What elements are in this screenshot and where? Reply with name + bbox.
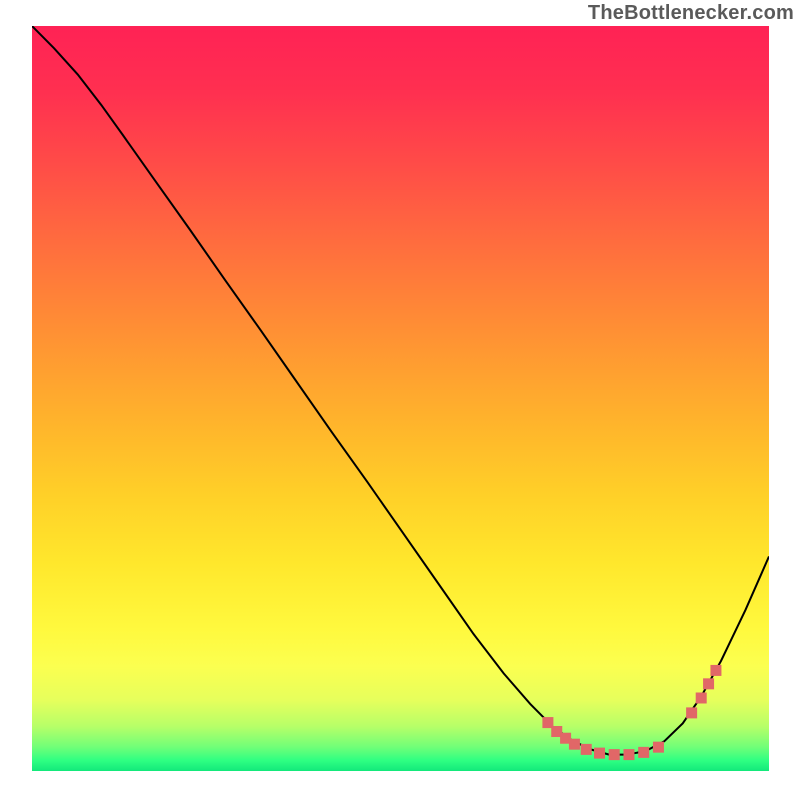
marker bbox=[569, 739, 580, 750]
marker bbox=[623, 749, 634, 760]
marker bbox=[594, 748, 605, 759]
marker bbox=[710, 665, 721, 676]
bottleneck-chart bbox=[32, 26, 769, 771]
marker bbox=[686, 707, 697, 718]
marker bbox=[581, 744, 592, 755]
marker bbox=[703, 678, 714, 689]
marker bbox=[638, 747, 649, 758]
chart-svg bbox=[32, 26, 769, 771]
marker bbox=[696, 692, 707, 703]
watermark-text: TheBottlenecker.com bbox=[588, 2, 794, 25]
marker bbox=[653, 742, 664, 753]
marker bbox=[609, 749, 620, 760]
chart-background bbox=[32, 26, 769, 771]
